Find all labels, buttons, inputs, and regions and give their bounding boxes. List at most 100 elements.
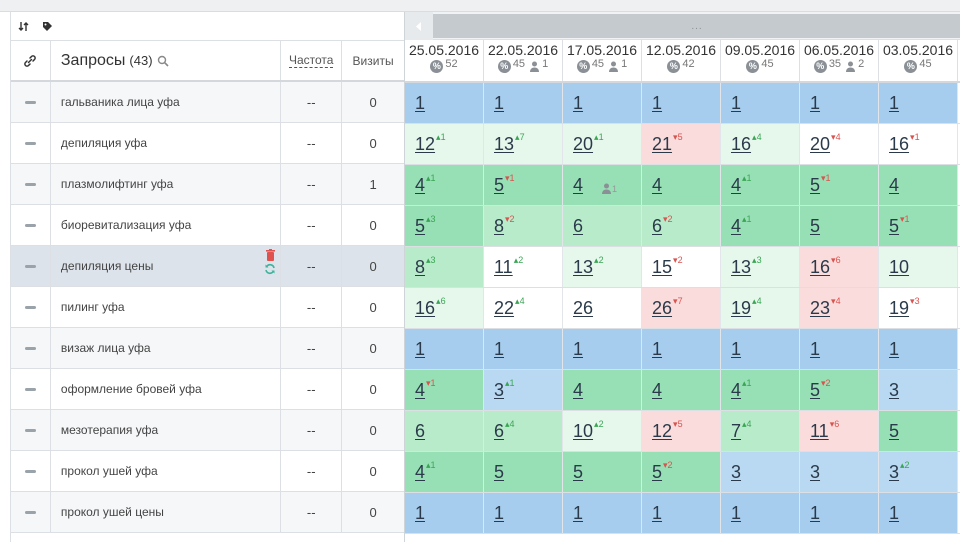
position-value[interactable]: 1 (731, 338, 742, 359)
date-column-header[interactable]: 25.05.2016% 52 (405, 40, 484, 81)
position-value[interactable]: 1 (573, 92, 584, 113)
position-value[interactable]: 20 (810, 133, 831, 154)
query-row[interactable]: депиляция цены -- 0 (11, 246, 404, 287)
position-value[interactable]: 5 (889, 215, 900, 236)
position-cell[interactable]: 23 ▾4 (800, 288, 879, 328)
position-cell[interactable]: 3 ▴1 (484, 370, 563, 410)
position-cell[interactable]: 20 ▴1 (563, 124, 642, 164)
date-column-header[interactable]: 06.05.2016% 35 2 (800, 40, 879, 81)
position-value[interactable]: 1 (415, 502, 426, 523)
position-value[interactable]: 4 (652, 379, 663, 400)
position-cell[interactable]: 20 ▾4 (800, 124, 879, 164)
position-value[interactable]: 1 (652, 92, 663, 113)
position-cell[interactable]: 19 ▾3 (879, 288, 958, 328)
position-value[interactable]: 3 (810, 461, 821, 482)
position-value[interactable]: 1 (731, 502, 742, 523)
position-cell[interactable]: 1 (484, 83, 563, 123)
position-value[interactable]: 5 (810, 379, 821, 400)
position-cell[interactable]: 4 ▾1 (405, 370, 484, 410)
query-text-cell[interactable]: биоревитализация уфа (51, 205, 282, 245)
position-value[interactable]: 15 (652, 256, 673, 277)
position-value[interactable]: 16 (889, 133, 910, 154)
position-cell[interactable]: 3 (879, 370, 958, 410)
position-value[interactable]: 8 (415, 256, 426, 277)
query-row[interactable]: пилинг уфа -- 0 (11, 287, 404, 328)
position-value[interactable]: 1 (415, 338, 426, 359)
position-value[interactable]: 6 (494, 420, 505, 441)
position-value[interactable]: 4 (731, 215, 742, 236)
position-cell[interactable]: 1 (405, 329, 484, 369)
position-value[interactable]: 3 (494, 379, 505, 400)
position-value[interactable]: 1 (810, 92, 821, 113)
position-value[interactable]: 5 (889, 420, 900, 441)
search-icon[interactable] (157, 55, 169, 67)
position-cell[interactable]: 1 (642, 493, 721, 533)
position-cell[interactable]: 4 ▴1 (405, 165, 484, 205)
position-value[interactable]: 1 (573, 502, 584, 523)
position-cell[interactable]: 1 (879, 329, 958, 369)
position-cell[interactable]: 4 ▴1 (721, 206, 800, 246)
position-cell[interactable]: 5 (879, 411, 958, 451)
position-cell[interactable]: 12 ▴1 (405, 124, 484, 164)
date-column-header[interactable]: 03.05.2016% 45 (879, 40, 958, 81)
position-cell[interactable]: 5 ▾2 (800, 370, 879, 410)
date-column-header[interactable]: 09.05.2016% 45 (721, 40, 800, 81)
query-row[interactable]: биоревитализация уфа -- 0 (11, 205, 404, 246)
position-value[interactable]: 22 (494, 297, 515, 318)
position-value[interactable]: 21 (652, 133, 673, 154)
position-cell[interactable]: 4 (642, 370, 721, 410)
position-cell[interactable]: 4 (642, 165, 721, 205)
position-cell[interactable]: 12 ▾5 (642, 411, 721, 451)
tag-icon[interactable] (35, 12, 59, 40)
position-cell[interactable]: 1 (563, 83, 642, 123)
position-cell[interactable]: 3 (800, 452, 879, 492)
position-value[interactable]: 3 (889, 461, 900, 482)
row-handle[interactable] (11, 410, 51, 450)
query-row[interactable]: депиляция уфа -- 0 (11, 123, 404, 164)
position-value[interactable]: 1 (573, 338, 584, 359)
position-value[interactable]: 1 (889, 338, 900, 359)
position-value[interactable]: 7 (731, 420, 742, 441)
position-cell[interactable]: 1 (642, 329, 721, 369)
position-cell[interactable]: 10 ▴2 (563, 411, 642, 451)
position-value[interactable]: 3 (889, 379, 900, 400)
position-value[interactable]: 1 (494, 92, 505, 113)
position-cell[interactable]: 4 ▴1 (721, 370, 800, 410)
query-text-cell[interactable]: оформление бровей уфа (51, 369, 282, 409)
query-text-cell[interactable]: мезотерапия уфа (51, 410, 282, 450)
position-value[interactable]: 5 (415, 215, 426, 236)
position-cell[interactable]: 19 ▴4 (721, 288, 800, 328)
date-column-header[interactable]: 12.05.2016% 42 (642, 40, 721, 81)
position-cell[interactable]: 16 ▴4 (721, 124, 800, 164)
row-handle[interactable] (11, 205, 51, 245)
scrollbar-thumb[interactable]: ... (433, 14, 960, 38)
row-handle[interactable] (11, 164, 51, 204)
position-value[interactable]: 5 (810, 215, 821, 236)
refresh-icon[interactable] (264, 263, 276, 275)
query-row[interactable]: плазмолифтинг уфа -- 1 (11, 164, 404, 205)
position-cell[interactable]: 1 (800, 83, 879, 123)
position-cell[interactable]: 13 ▴3 (721, 247, 800, 287)
row-handle[interactable] (11, 287, 51, 327)
minus-icon[interactable] (24, 141, 36, 145)
position-cell[interactable]: 4 ▴1 (721, 165, 800, 205)
query-text-cell[interactable]: прокол ушей цены (51, 492, 282, 532)
position-cell[interactable]: 11 ▴2 (484, 247, 563, 287)
horizontal-scrollbar[interactable]: ... (405, 12, 960, 40)
position-value[interactable]: 12 (652, 420, 673, 441)
minus-icon[interactable] (24, 182, 36, 186)
position-cell[interactable]: 1 (484, 329, 563, 369)
position-value[interactable]: 5 (573, 461, 584, 482)
position-cell[interactable]: 26 (563, 288, 642, 328)
position-value[interactable]: 19 (889, 297, 910, 318)
position-value[interactable]: 5 (810, 174, 821, 195)
minus-icon[interactable] (24, 510, 36, 514)
position-value[interactable]: 12 (415, 133, 436, 154)
position-cell[interactable]: 5 ▾2 (642, 452, 721, 492)
position-value[interactable]: 8 (494, 215, 505, 236)
position-cell[interactable]: 16 ▾6 (800, 247, 879, 287)
query-text-cell[interactable]: пилинг уфа (51, 287, 282, 327)
position-cell[interactable]: 11 ▾6 (800, 411, 879, 451)
minus-icon[interactable] (24, 223, 36, 227)
position-value[interactable]: 1 (731, 92, 742, 113)
